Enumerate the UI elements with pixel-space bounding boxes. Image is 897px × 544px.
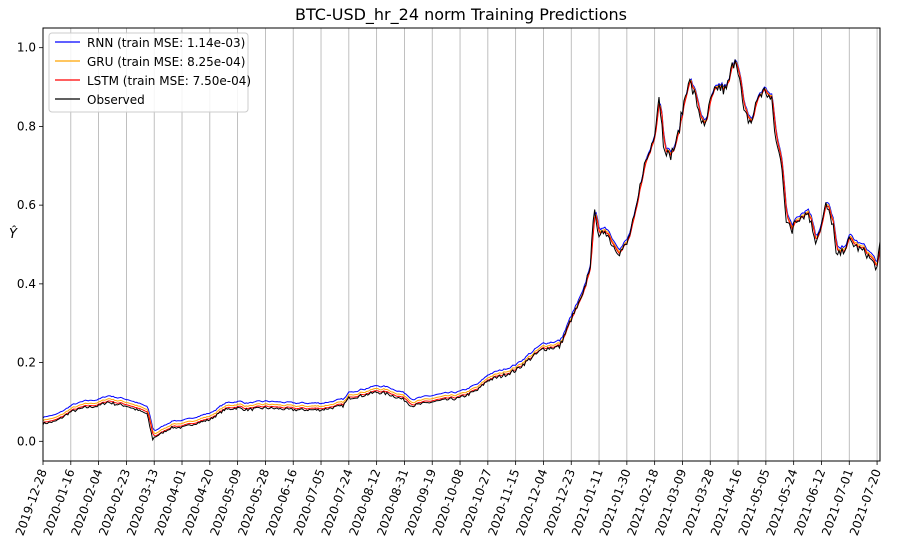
legend-label: RNN (train MSE: 1.14e-03) [87, 36, 245, 50]
y-tick-label: 0.0 [17, 434, 36, 448]
y-tick-label: 0.8 [17, 119, 36, 133]
chart-title: BTC-USD_hr_24 norm Training Predictions [295, 5, 627, 25]
y-tick-label: 1.0 [17, 41, 36, 55]
series-line-2 [42, 61, 881, 437]
series-group [42, 58, 881, 442]
y-axis-label: Ŷ [9, 226, 18, 242]
legend-label: LSTM (train MSE: 7.50e-04) [87, 74, 251, 88]
legend-label: Observed [87, 93, 145, 107]
y-tick-label: 0.2 [17, 356, 36, 370]
legend-label: GRU (train MSE: 8.25e-04) [87, 55, 245, 69]
series-line-1 [42, 60, 881, 435]
series-line-3 [42, 59, 881, 442]
legend-box [48, 32, 249, 113]
y-axis: 0.0 0.2 0.4 0.6 0.8 1.0 [17, 41, 43, 448]
y-tick-label: 0.4 [17, 277, 36, 291]
x-axis: 2019-12-282020-01-162020-02-042020-02-23… [13, 461, 884, 538]
plot-frame [42, 27, 881, 462]
legend: RNN (train MSE: 1.14e-03) GRU (train MSE:… [48, 32, 251, 113]
y-tick-label: 0.6 [17, 198, 36, 212]
